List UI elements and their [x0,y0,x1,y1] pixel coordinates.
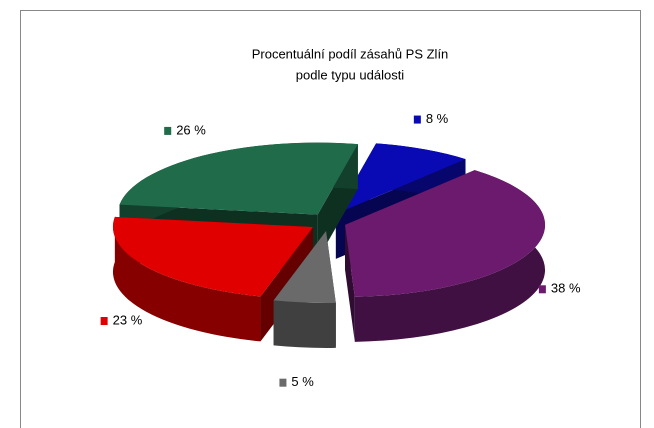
pie-slice [335,143,466,214]
data-label: 5 % [291,374,314,389]
legend-key [538,285,546,294]
chart-title: podle typu události [296,67,405,82]
pie-slice [345,170,546,297]
pie-slice [119,142,358,215]
legend-key [279,378,287,387]
data-label: 26 % [176,122,206,137]
slice-side [273,300,336,348]
pie-slice [273,230,336,303]
slice-side [345,224,355,342]
data-label: 8 % [426,111,449,126]
legend-key [413,115,421,124]
data-label: 38 % [551,281,581,296]
legend-key [164,126,172,135]
legend-key [100,317,108,326]
data-label: 23 % [113,312,143,327]
chart-title: Procentuální podíl zásahů PS Zlín [252,46,449,61]
slice-side [112,216,261,342]
pie-slice [112,216,313,297]
